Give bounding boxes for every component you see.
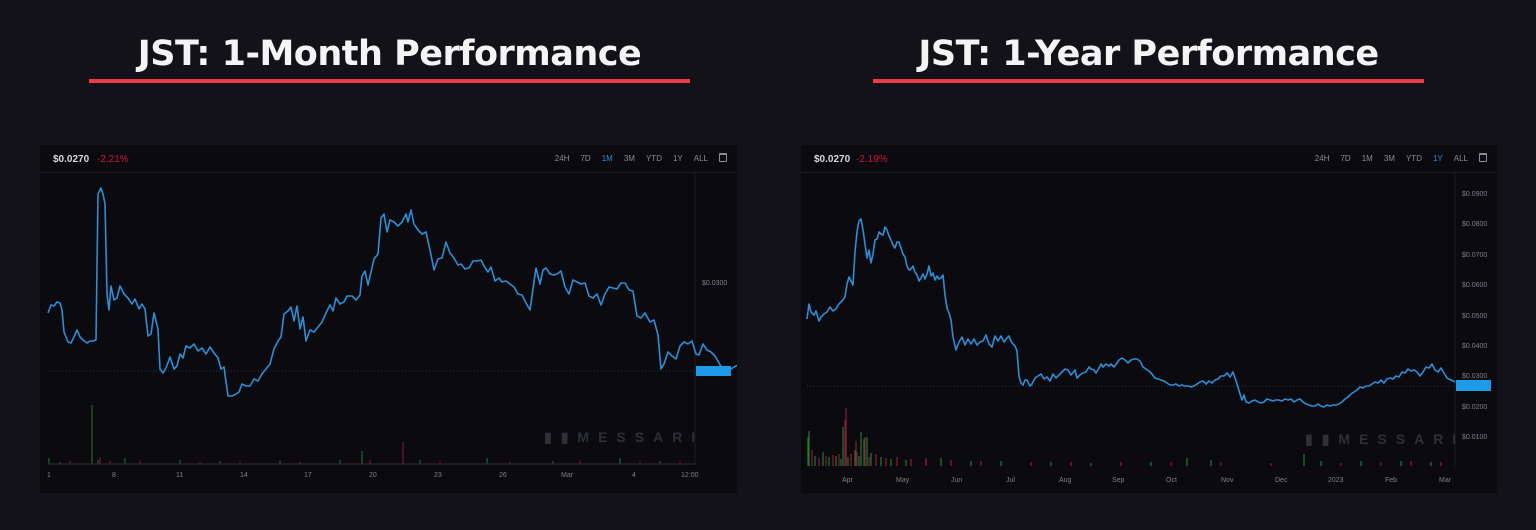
current-price: $0.0270 [53,154,90,165]
svg-text:$0.0500: $0.0500 [1462,313,1487,320]
svg-text:Sep: Sep [1112,477,1125,484]
svg-text:20: 20 [369,472,377,479]
title-text: JST: 1-Month Performance [137,34,642,74]
svg-text:$0.0600: $0.0600 [1462,282,1487,289]
panel-title-1-month: JST: 1-Month Performance [89,34,690,83]
price-change: -2.21% [97,154,129,165]
volume-bars [807,408,1442,466]
range-all[interactable]: ALL [1453,154,1468,163]
range-1m[interactable]: 1M [601,154,613,163]
range-7d[interactable]: 7D [1340,154,1351,163]
range-24h[interactable]: 24H [554,154,570,163]
svg-text:1: 1 [47,472,51,479]
range-selector: 24H 7D 1M 3M YTD 1Y ALL [1314,153,1487,163]
svg-text:Aug: Aug [1059,477,1072,484]
svg-text:$0.0100: $0.0100 [1462,434,1487,441]
price-change: -2.19% [856,154,888,165]
price-line [47,187,737,397]
current-price: $0.0270 [814,154,851,165]
svg-text:23: 23 [434,472,442,479]
title-text: JST: 1-Year Performance [918,34,1379,74]
chart-header: $0.0270 -2.21% 24H 7D 1M 3M YTD 1Y ALL [40,145,737,173]
svg-text:Mar: Mar [561,472,574,479]
messari-watermark: ▮▮MESSARI [1305,431,1465,447]
panel-title-1-year: JST: 1-Year Performance [873,34,1424,83]
price-line [806,218,1456,408]
svg-text:Dec: Dec [1275,477,1288,484]
current-price-marker [1456,380,1491,391]
svg-text:Oct: Oct [1166,477,1177,484]
calendar-icon[interactable] [719,153,727,162]
range-ytd[interactable]: YTD [645,154,662,163]
svg-text:Jul: Jul [1006,477,1015,484]
svg-text:11: 11 [176,472,183,479]
price-chart-1-year: $0.0900 $0.0800 $0.0700 $0.0600 $0.0500 $0.0… [806,174,1491,484]
chart-card-1-year: $0.0270 -2.19% 24H 7D 1M 3M YTD 1Y ALL $… [801,145,1497,493]
range-3m[interactable]: 3M [1383,154,1395,163]
range-1y[interactable]: 1Y [1432,154,1443,163]
range-all[interactable]: ALL [693,154,708,163]
range-7d[interactable]: 7D [580,154,591,163]
svg-text:Apr: Apr [842,477,854,484]
svg-text:2023: 2023 [1328,477,1344,484]
chart-header: $0.0270 -2.19% 24H 7D 1M 3M YTD 1Y ALL [801,145,1497,173]
x-axis-ticks: 1 8 11 14 17 20 23 26 Mar 4 12:00 [47,472,699,479]
svg-text:Mar: Mar [1439,477,1452,484]
range-24h[interactable]: 24H [1314,154,1330,163]
svg-text:12:00: 12:00 [681,472,699,479]
svg-text:26: 26 [499,472,507,479]
messari-watermark: ▮▮MESSARI [544,429,704,445]
svg-text:Nov: Nov [1221,477,1234,484]
y-tick-0300: $0.0300 [702,280,727,287]
svg-text:$0.0900: $0.0900 [1462,191,1487,198]
svg-text:8: 8 [112,472,116,479]
title-underline [873,79,1424,83]
svg-text:17: 17 [304,472,312,479]
calendar-icon[interactable] [1479,153,1487,162]
range-selector: 24H 7D 1M 3M YTD 1Y ALL [554,153,727,163]
svg-text:4: 4 [632,472,636,479]
range-ytd[interactable]: YTD [1405,154,1422,163]
svg-text:Feb: Feb [1385,477,1397,484]
svg-text:May: May [896,477,910,484]
range-1y[interactable]: 1Y [672,154,683,163]
svg-text:$0.0200: $0.0200 [1462,404,1487,411]
svg-text:14: 14 [240,472,248,479]
volume-bars [48,405,695,465]
svg-text:Jun: Jun [951,477,962,484]
title-underline [89,79,690,83]
range-3m[interactable]: 3M [623,154,635,163]
svg-text:$0.0700: $0.0700 [1462,252,1487,259]
y-axis-ticks: $0.0900 $0.0800 $0.0700 $0.0600 $0.0500 $0.0… [1462,191,1487,441]
svg-text:$0.0400: $0.0400 [1462,343,1487,350]
chart-card-1-month: $0.0270 -2.21% 24H 7D 1M 3M YTD 1Y ALL $… [40,145,737,493]
current-price-marker [696,366,731,376]
x-axis-ticks: Apr May Jun Jul Aug Sep Oct Nov Dec 2023 Feb Mar [842,477,1452,484]
svg-text:$0.0800: $0.0800 [1462,221,1487,228]
range-1m[interactable]: 1M [1361,154,1373,163]
svg-text:$0.0300: $0.0300 [1462,373,1487,380]
